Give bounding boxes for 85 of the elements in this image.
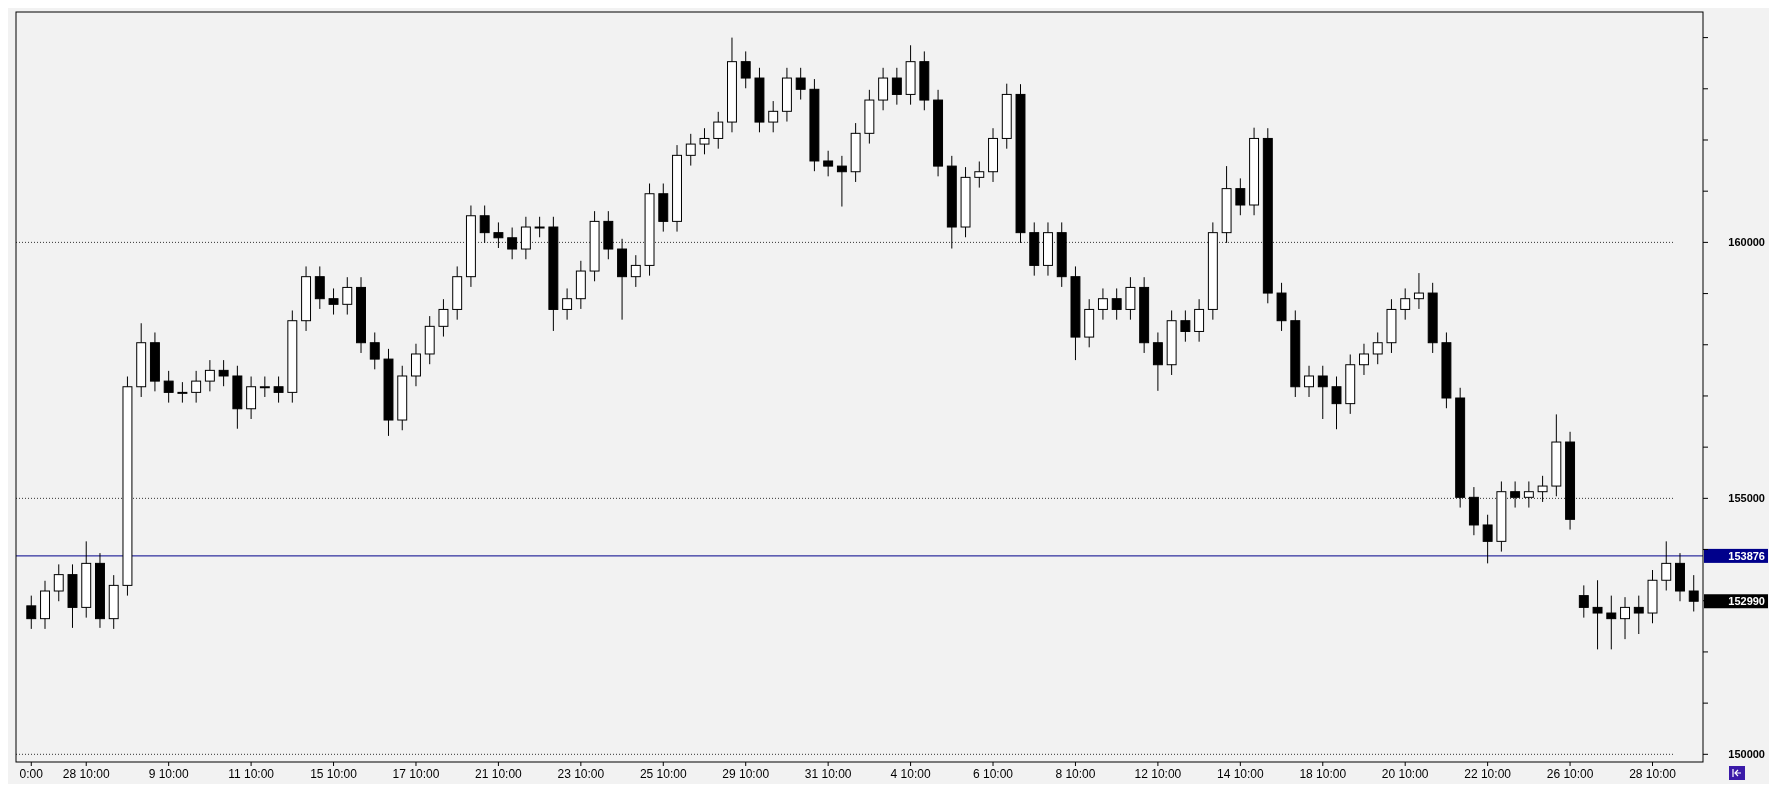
y-tick-label: 150000 [1728,748,1765,761]
candlestick [1317,365,1328,420]
candlestick [1194,298,1205,343]
x-tick-label: 17 10:00 [392,767,440,781]
candlestick [1510,480,1521,509]
x-tick-label: 18 10:00 [1299,767,1347,781]
candlestick [438,298,449,338]
candlestick [1235,177,1246,216]
candlestick [328,287,339,316]
x-tick-label: 21 10:00 [475,767,523,781]
ref-line-label: 153876 [1728,549,1765,562]
candlestick [1537,475,1548,503]
candlestick [768,100,779,133]
x-tick-label: 31 10:00 [804,767,852,781]
candlestick [411,343,421,387]
candlestick [1688,574,1699,612]
x-tick-label: 12 10:00 [1134,767,1182,781]
candlestick [218,359,229,387]
candlestick [1180,309,1191,343]
candlestick [273,376,284,404]
candlestick [1331,376,1342,430]
x-tick-label: 9 10:00 [148,767,190,781]
x-tick-label: 14 10:00 [1216,767,1265,781]
candlestick [1111,287,1122,321]
candlestick [713,111,724,150]
x-tick-label: 28 10:00 [62,767,110,781]
candlestick [26,595,37,630]
candlestick [1125,276,1136,321]
candlestick [1592,579,1603,650]
candlestick [479,205,490,244]
candlestick [740,50,751,89]
candlestick [562,287,573,321]
text: 152990 [1728,595,1765,608]
candlestick [1523,480,1534,509]
x-tick-label: 29 10:00 [722,767,770,781]
x-tick-label: 6 10:00 [973,767,1014,781]
candlestick [507,227,518,260]
candlestick [191,370,202,404]
x-tick-label: 0:00 [19,767,44,781]
candlestick [177,381,188,404]
candlestick [53,563,64,602]
candlestick [534,216,545,238]
x-tick-label: 20 10:00 [1381,767,1429,781]
candlestick [204,359,215,392]
x-tick-label: 25 10:00 [639,767,687,781]
candlestick [314,265,325,310]
candlestick [699,127,710,155]
candlestick [891,67,902,106]
x-tick-label: 4 10:00 [890,767,931,781]
x-tick-label: 22 10:00 [1464,767,1512,781]
candlestick [342,276,353,316]
candlestick [1400,287,1411,321]
candlestick [1097,287,1108,321]
x-tick-label: 28 10:00 [1629,767,1677,781]
candlestick [1620,596,1630,640]
candlestick [878,67,889,111]
x-tick-label: 23 10:00 [557,767,605,781]
x-tick-label: 11 10:00 [228,767,275,781]
candlestick [795,67,806,101]
candlestick [369,331,380,370]
candlestick [1152,331,1163,392]
candlestick [685,133,696,167]
candlestick [1578,584,1589,619]
candlestick [493,221,504,249]
candlestick [1633,595,1644,635]
candlestick [246,376,257,420]
candlestick [163,370,174,404]
x-tick-label: 26 10:00 [1546,767,1594,781]
candlestick [974,160,985,189]
candlestick [1606,595,1617,650]
candlestick [630,254,641,288]
candlestick [520,216,531,260]
candlestick [1304,365,1314,398]
x-tick-label: 15 10:00 [310,767,358,781]
candlestick [1482,514,1493,564]
candlestick [836,155,847,208]
candlestick [823,150,834,177]
y-tick-label: 160000 [1728,236,1765,249]
candlestick [1413,272,1424,310]
candlestick [1372,331,1383,365]
x-tick-label: 8 10:00 [1055,767,1096,781]
candlestick [1359,343,1369,376]
candlestick [1661,540,1672,591]
candlestick [259,376,270,398]
y-tick-label: 155000 [1728,492,1765,505]
